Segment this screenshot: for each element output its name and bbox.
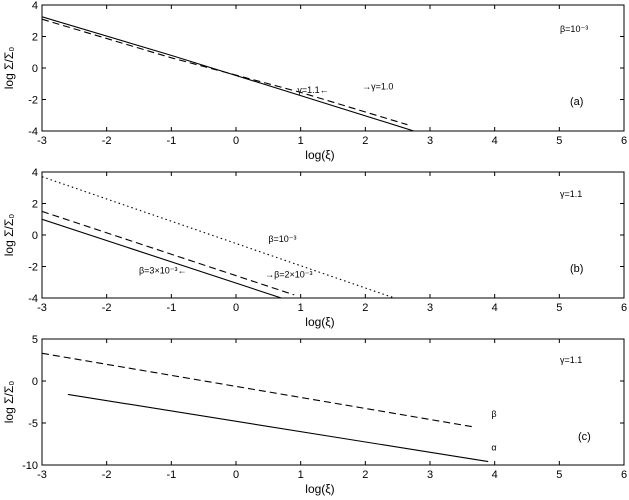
series-line-dashed: [42, 18, 408, 126]
x-tick-label: -2: [102, 469, 112, 481]
series-label: β=3×10⁻³←: [139, 266, 186, 276]
panel-tag: (a): [570, 96, 583, 108]
x-tick-label: 0: [233, 302, 239, 314]
series-line-solid: [42, 16, 414, 131]
x-tick-label: 4: [492, 469, 498, 481]
x-tick-label: -1: [166, 135, 176, 147]
x-axis-title: log(ξ): [305, 315, 334, 329]
x-tick-label: 6: [621, 135, 627, 147]
y-tick-label: 2: [32, 199, 38, 211]
y-tick-label: 5: [32, 334, 38, 346]
x-tick-label: 6: [621, 302, 627, 314]
x-tick-label: -2: [102, 135, 112, 147]
x-tick-label: -1: [166, 302, 176, 314]
x-tick-label: 0: [233, 135, 239, 147]
series-line-solid: [42, 218, 282, 298]
series-label: →β=2×10⁻³: [265, 270, 312, 280]
y-tick-label: -4: [28, 126, 38, 138]
panel-annotation: γ=1.1: [560, 189, 582, 199]
x-tick-label: 5: [556, 302, 562, 314]
y-tick-label: -2: [28, 95, 38, 107]
x-tick-label: -3: [37, 469, 47, 481]
x-tick-label: -3: [37, 135, 47, 147]
y-axis-title: log Σ/Σ₀: [2, 381, 16, 424]
series-label: β: [491, 409, 496, 419]
panel-tag: (b): [570, 263, 583, 275]
panel-a: -3 -2 -1 0 1 2 3 4 5 6 -4 -2 0 2 4 log(ξ) log Σ/Σ₀ γ=1.1←…: [2, 0, 627, 162]
panel-annotation: β=10⁻³: [560, 24, 588, 34]
x-tick-label: 3: [427, 302, 433, 314]
y-axis-title: log Σ/Σ₀: [2, 47, 16, 90]
series-label: γ=1.1←: [297, 85, 328, 95]
plot-frame: [41, 338, 625, 466]
x-tick-label: 4: [492, 135, 498, 147]
y-tick-label: 0: [32, 230, 38, 242]
y-tick-label: 0: [32, 376, 38, 388]
y-tick-label: 2: [32, 32, 38, 44]
series-line-dotted: [42, 176, 395, 298]
series-label: α: [491, 443, 496, 453]
x-tick-label: 4: [492, 302, 498, 314]
x-axis-title: log(ξ): [305, 148, 334, 162]
series-line-dashed: [42, 352, 476, 428]
x-tick-label: 5: [556, 135, 562, 147]
x-tick-label: 3: [427, 135, 433, 147]
x-tick-label: 6: [621, 469, 627, 481]
series-line-solid: [67, 393, 489, 463]
x-tick-label: -3: [37, 302, 47, 314]
y-axis-title: log Σ/Σ₀: [2, 214, 16, 257]
plot-frame: [41, 4, 625, 132]
x-tick-label: -1: [166, 469, 176, 481]
y-tick-label: 4: [32, 167, 38, 179]
x-tick-label: 5: [556, 469, 562, 481]
x-tick-label: 1: [298, 302, 304, 314]
y-tick-label: -4: [28, 293, 38, 305]
x-tick-label: 2: [362, 469, 368, 481]
y-tick-label: -10: [22, 460, 38, 472]
panel-b: -3 -2 -1 0 1 2 3 4 5 6 -4 -2 0 2 4 log(ξ) log Σ/Σ₀ β=10⁻³…: [2, 167, 627, 329]
series-label: →γ=1.0: [362, 81, 393, 91]
series-line-dashed: [42, 210, 295, 296]
x-tick-label: 0: [233, 469, 239, 481]
y-tick-label: -2: [28, 262, 38, 274]
series-label: β=10⁻³: [268, 234, 296, 244]
x-tick-label: 3: [427, 469, 433, 481]
y-tick-label: -5: [28, 418, 38, 430]
x-tick-label: 1: [298, 135, 304, 147]
y-tick-label: 0: [32, 63, 38, 75]
y-tick-label: 4: [32, 0, 38, 12]
panel-annotation: γ=1.1: [560, 355, 582, 365]
x-tick-label: 2: [362, 135, 368, 147]
x-tick-label: 2: [362, 302, 368, 314]
x-tick-label: 1: [298, 469, 304, 481]
x-tick-label: -2: [102, 302, 112, 314]
x-axis-title: log(ξ): [305, 482, 334, 496]
panel-tag: (c): [578, 431, 591, 443]
plot-frame: [41, 171, 625, 299]
